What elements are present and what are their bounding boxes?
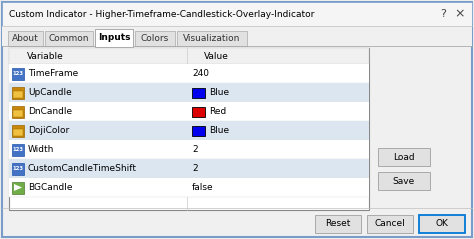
Text: Common: Common [49, 34, 89, 43]
Bar [135, 31, 175, 46]
Bar [12, 67, 24, 80]
Bar [13, 109, 23, 116]
Text: DojiColor: DojiColor [28, 126, 69, 135]
Bar [9, 64, 369, 83]
Bar [13, 91, 23, 98]
Bar [9, 48, 369, 64]
Bar [95, 29, 133, 47]
Bar [2, 26, 472, 46]
Bar [12, 125, 24, 136]
Bar [13, 129, 23, 136]
Text: UpCandle: UpCandle [28, 88, 72, 97]
Text: 123: 123 [12, 166, 24, 171]
Text: Width: Width [28, 145, 55, 154]
Text: Value: Value [204, 51, 229, 60]
Bar [192, 107, 205, 116]
Bar [12, 105, 24, 118]
Text: CustomCandleTimeShift: CustomCandleTimeShift [28, 164, 137, 173]
Text: 240: 240 [192, 69, 209, 78]
Text: DnCandle: DnCandle [28, 107, 72, 116]
Bar [96, 45, 132, 47]
Text: Reset: Reset [325, 219, 351, 228]
Bar [177, 31, 247, 46]
Bar [378, 172, 430, 190]
Bar [9, 140, 369, 159]
Bar [378, 148, 430, 166]
Bar [9, 159, 369, 178]
Text: ?: ? [440, 9, 446, 19]
Bar [12, 87, 24, 98]
Text: Load: Load [393, 152, 415, 162]
Bar [192, 125, 205, 136]
Bar [45, 31, 93, 46]
Text: 123: 123 [12, 147, 24, 152]
Bar [8, 31, 43, 46]
Bar [419, 215, 465, 233]
Text: About: About [12, 34, 39, 43]
Bar [192, 87, 205, 98]
Text: OK: OK [436, 219, 448, 228]
Text: false: false [192, 183, 214, 192]
Text: Variable: Variable [27, 51, 64, 60]
Text: Colors: Colors [141, 34, 169, 43]
Text: 123: 123 [12, 71, 24, 76]
Text: ×: × [455, 7, 465, 21]
Text: Visualization: Visualization [183, 34, 241, 43]
Text: Red: Red [209, 107, 226, 116]
Text: 2: 2 [192, 145, 198, 154]
Bar [9, 102, 369, 121]
Bar [2, 2, 472, 26]
Bar [9, 83, 369, 102]
Text: Save: Save [393, 176, 415, 185]
Text: Blue: Blue [209, 88, 229, 97]
Bar [315, 215, 361, 233]
Text: Blue: Blue [209, 126, 229, 135]
Bar [9, 48, 369, 210]
Text: Cancel: Cancel [374, 219, 405, 228]
Bar [12, 163, 24, 174]
Text: TimeFrame: TimeFrame [28, 69, 78, 78]
Bar [9, 121, 369, 140]
Text: Custom Indicator - Higher-Timeframe-Candlestick-Overlay-Indicator: Custom Indicator - Higher-Timeframe-Cand… [9, 10, 314, 18]
Text: 2: 2 [192, 164, 198, 173]
Bar [12, 181, 24, 194]
Bar [12, 143, 24, 156]
Text: Inputs: Inputs [98, 33, 130, 42]
Bar [9, 178, 369, 197]
Polygon shape [14, 184, 22, 191]
Bar [367, 215, 413, 233]
Text: BGCandle: BGCandle [28, 183, 73, 192]
